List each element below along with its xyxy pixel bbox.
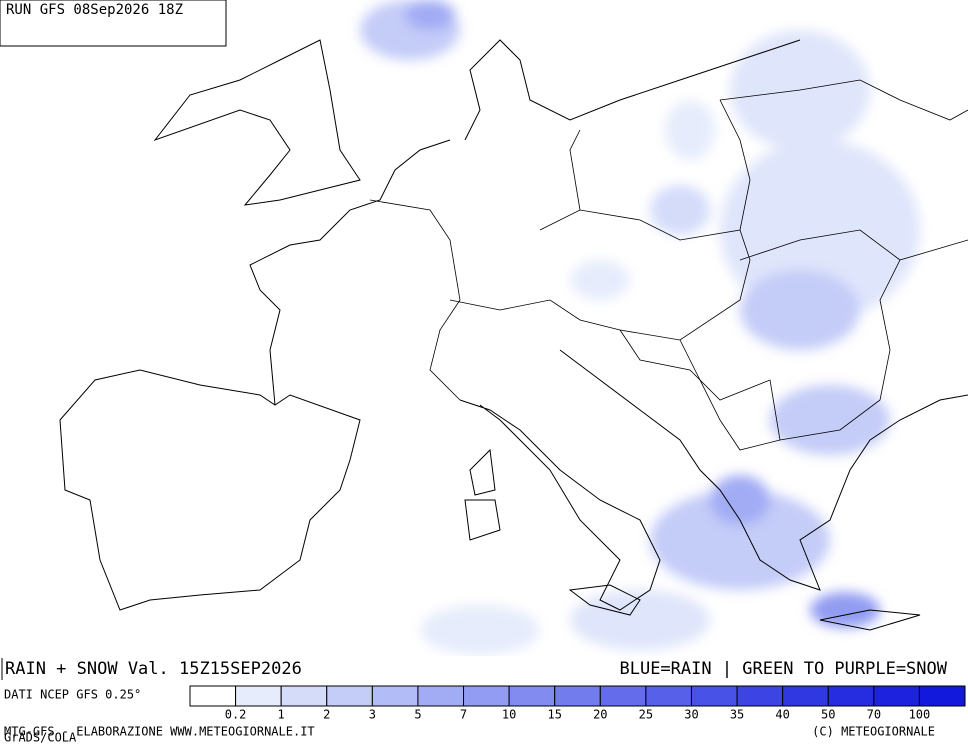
legend-label: 100	[909, 708, 931, 722]
legend-label: 25	[639, 708, 653, 722]
legend-swatch	[599, 685, 647, 707]
legend-label: 5	[414, 708, 421, 722]
coastlines	[59, 39, 968, 631]
legend-label: 2	[323, 708, 330, 722]
legend-swatch	[417, 685, 465, 707]
legend-label: 35	[730, 708, 744, 722]
credit: MTG-GFS - ELABORAZIONE WWW.METEOGIORNALE…	[4, 725, 315, 739]
legend-swatch	[645, 685, 692, 707]
legend-swatch	[918, 685, 966, 707]
legend-label: 30	[684, 708, 698, 722]
run-title: RUN GFS 08Sep2026 18Z	[6, 2, 183, 18]
color-key: BLUE=RAIN | GREEN TO PURPLE=SNOW	[619, 659, 947, 679]
field-caption: RAIN + SNOW Val. 15Z15SEP2026	[5, 659, 302, 679]
legend-swatch	[554, 685, 601, 707]
legend-label: 50	[821, 708, 835, 722]
software: GrADS/COLA	[4, 731, 77, 745]
legend-swatch	[736, 685, 784, 707]
header-box	[0, 0, 227, 47]
legend-swatch	[782, 685, 829, 707]
legend-label: 7	[460, 708, 467, 722]
legend-swatch	[280, 685, 328, 707]
legend-swatch	[463, 685, 510, 707]
legend-label: 3	[369, 708, 376, 722]
copyright: (C) METEOGIORNALE	[812, 725, 935, 739]
legend-swatch	[827, 685, 875, 707]
legend-swatch	[189, 685, 237, 707]
legend-swatch	[326, 685, 373, 707]
legend-label: 70	[867, 708, 881, 722]
data-source: DATI NCEP GFS 0.25°	[4, 688, 141, 702]
legend-label: 40	[775, 708, 789, 722]
legend: 0.2 1 2 3 5 7 10 15 20 25 30 35 40 50 70 100	[189, 685, 966, 722]
legend-label: 0.2	[225, 708, 247, 722]
precipitation	[360, 0, 920, 655]
borders	[369, 79, 968, 451]
legend-swatch	[873, 685, 920, 707]
legend-swatch	[508, 685, 556, 707]
legend-label: 15	[547, 708, 561, 722]
legend-label: 20	[593, 708, 607, 722]
legend-label: 1	[278, 708, 285, 722]
legend-swatch	[371, 685, 419, 707]
map	[59, 0, 968, 655]
legend-swatch	[690, 685, 738, 707]
legend-label: 10	[502, 708, 516, 722]
legend-swatch	[235, 685, 282, 707]
